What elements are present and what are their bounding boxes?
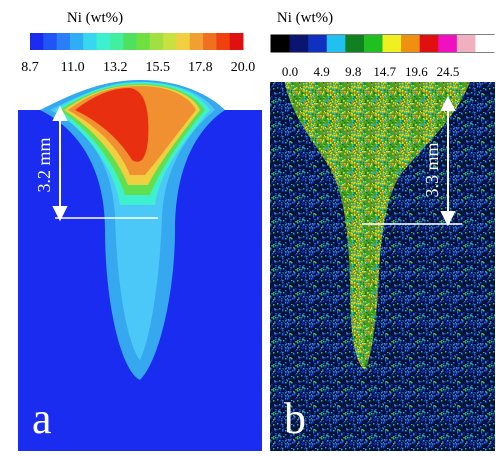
colorbar-segment — [43, 33, 58, 50]
colorbar-tick-label: 11.0 — [61, 60, 85, 75]
colorbar-segment — [96, 33, 111, 50]
colorbar-segment — [30, 33, 44, 50]
depth-label: 3.2 mm — [34, 137, 54, 192]
colorbar-segment — [363, 35, 383, 52]
colorbar-title: Ni (wt%) — [67, 10, 123, 26]
panel-label: b — [284, 394, 306, 443]
colorbar-segment — [289, 35, 309, 52]
colorbar-segment — [203, 33, 217, 50]
colorbar-segment — [229, 33, 244, 50]
colorbar-segment — [456, 35, 476, 52]
colorbar-segment — [308, 35, 328, 52]
colorbar-tick-label: 24.5 — [437, 64, 460, 79]
panel-label: a — [32, 394, 52, 443]
colorbar-tick-label: 19.6 — [405, 64, 428, 79]
colorbar-segment — [419, 35, 439, 52]
colorbar-title: Ni (wt%) — [277, 10, 333, 26]
colorbar — [270, 34, 495, 53]
colorbar-segment — [438, 35, 458, 52]
colorbar-tick-label: 17.8 — [188, 60, 213, 75]
colorbar-segment — [382, 35, 402, 52]
colorbar-tick-label: 9.8 — [345, 64, 361, 79]
weld-zone — [285, 82, 470, 370]
colorbar-segment — [56, 33, 71, 50]
colorbar-segment — [176, 33, 191, 50]
colorbar-segment — [149, 33, 164, 50]
colorbar-tick-label: 0.0 — [282, 64, 298, 79]
weld-pool-contours — [40, 80, 225, 380]
colorbar-tick-label: 4.9 — [313, 64, 329, 79]
depth-label: 3.3 mm — [422, 142, 442, 197]
colorbar — [30, 33, 244, 50]
colorbar-segment — [136, 33, 151, 50]
colorbar-tick-label: 13.2 — [103, 60, 128, 75]
colorbar-tick-label: 14.7 — [373, 64, 396, 79]
colorbar-segment — [69, 33, 84, 50]
colorbar-segment — [123, 33, 137, 50]
colorbar-segment — [271, 35, 291, 52]
colorbar-segment — [109, 33, 124, 50]
colorbar-segment — [163, 33, 177, 50]
colorbar-segment — [189, 33, 204, 50]
colorbar-segment — [401, 35, 421, 52]
colorbar-segment — [326, 35, 346, 52]
depth-marker — [362, 95, 462, 227]
colorbar-tick-label: 15.5 — [146, 60, 171, 75]
colorbar-segment — [345, 35, 365, 52]
colorbar-tick-label: 8.7 — [21, 60, 39, 75]
colorbar-segment — [475, 35, 495, 52]
colorbar-tick-label: 20.0 — [231, 60, 256, 75]
panel-b: Ni (wt%) 0.0 4.9 9.8 14.7 19.6 24.5 3.3 mm b — [270, 10, 495, 451]
panel-a: Ni (wt%) 8.7 11.0 13.2 15.5 17.8 20.0 3.2 mm … — [18, 10, 262, 451]
colorbar-segment — [216, 33, 231, 50]
colorbar-segment — [83, 33, 98, 50]
depth-marker — [52, 105, 158, 222]
